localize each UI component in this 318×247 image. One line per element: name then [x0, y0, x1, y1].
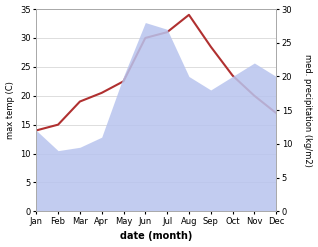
- X-axis label: date (month): date (month): [120, 231, 192, 242]
- Y-axis label: max temp (C): max temp (C): [5, 81, 15, 139]
- Y-axis label: med. precipitation (kg/m2): med. precipitation (kg/m2): [303, 54, 313, 167]
